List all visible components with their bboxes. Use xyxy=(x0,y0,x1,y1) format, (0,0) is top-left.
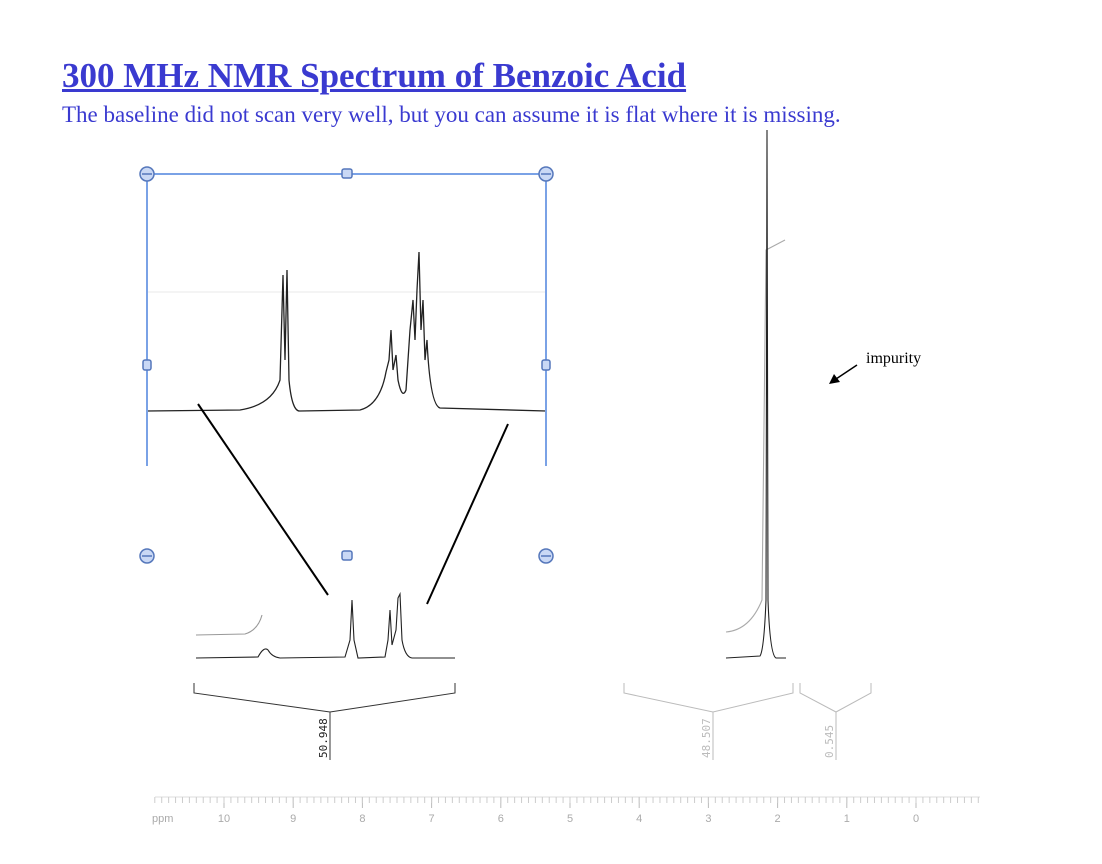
tick-label: 3 xyxy=(705,813,711,825)
tick-label: 1 xyxy=(844,813,850,825)
tick-label: 7 xyxy=(429,813,435,825)
title: 300 MHz NMR Spectrum of Benzoic Acid xyxy=(62,56,687,95)
annotation-arrow xyxy=(829,364,858,384)
integral-label: 0.545 xyxy=(823,725,836,758)
full-spectrum xyxy=(195,129,786,659)
selection-box[interactable] xyxy=(139,166,554,564)
zoom-lines xyxy=(197,403,509,605)
tick-label: 4 xyxy=(636,813,642,825)
integral-label: 48.507 xyxy=(700,718,713,758)
annotation: impurity xyxy=(866,350,921,367)
tick-label: 6 xyxy=(498,813,504,825)
ppm-axis: ppm 10 9 8 7 6 5 4 3 2 1 0 xyxy=(152,796,980,825)
zoom-spectrum xyxy=(146,251,547,412)
tick-label: 2 xyxy=(775,813,781,825)
tick-label: 9 xyxy=(290,813,296,825)
tick-label: 10 xyxy=(218,813,230,825)
axis-unit: ppm xyxy=(152,813,173,825)
integral-brackets xyxy=(193,683,872,760)
tick-label: 8 xyxy=(359,813,365,825)
tick-label: 0 xyxy=(913,813,919,825)
integral-label: 50.948 xyxy=(317,718,330,758)
tick-label: 5 xyxy=(567,813,573,825)
subtitle: The baseline did not scan very well, but… xyxy=(62,102,841,127)
